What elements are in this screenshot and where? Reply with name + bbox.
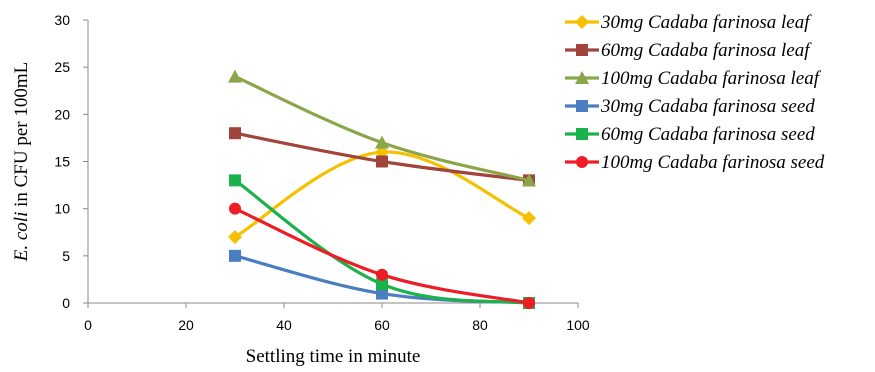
x-axis-title: Settling time in minute — [246, 346, 421, 367]
legend-item-6: 100mg Cadaba farinosa seed — [565, 152, 825, 173]
x-tick-label: 20 — [178, 317, 194, 333]
legend-item-4: 30mg Cadaba farinosa seed — [565, 96, 815, 117]
legend-item-3: 100mg Cadaba farinosa leaf — [565, 68, 822, 89]
legend-label: 60mg Cadaba farinosa seed — [601, 124, 815, 145]
legend-label: 100mg Cadaba farinosa seed — [601, 152, 825, 173]
legend-label: 100mg Cadaba farinosa leaf — [601, 68, 822, 89]
data-point — [229, 127, 241, 140]
data-point — [229, 249, 241, 262]
series-3 — [228, 69, 536, 187]
y-tick-label: 0 — [62, 295, 70, 311]
legend-item-5: 60mg Cadaba farinosa seed — [565, 124, 815, 145]
data-point — [229, 202, 241, 215]
legend-label: 30mg Cadaba farinosa leaf — [600, 12, 812, 33]
legend-marker — [576, 44, 588, 56]
y-tick-label: 15 — [54, 154, 70, 170]
series-layer — [228, 69, 536, 309]
legend-marker — [576, 100, 588, 112]
x-tick-label: 80 — [472, 317, 488, 333]
data-point — [522, 173, 536, 187]
x-tick-label: 0 — [84, 317, 92, 333]
legend-marker — [576, 156, 588, 168]
legend-label: 30mg Cadaba farinosa seed — [600, 96, 815, 117]
legend-marker — [575, 15, 589, 29]
series-6 — [229, 202, 535, 309]
x-tick-label: 100 — [566, 317, 590, 333]
x-tick-label: 60 — [374, 317, 390, 333]
data-point — [228, 229, 242, 244]
axes: 0 20 40 60 80 100 0 5 10 15 20 25 30 — [54, 12, 589, 333]
y-axis-title: E. coli in CFU per 100mL — [11, 62, 32, 263]
legend-marker — [575, 71, 589, 84]
y-tick-label: 30 — [54, 12, 70, 28]
legend-label: 60mg Cadaba farinosa leaf — [601, 40, 812, 61]
y-tick-label: 25 — [54, 59, 70, 75]
y-axis-title-rest: in CFU per 100mL — [11, 62, 32, 212]
data-point — [523, 297, 535, 309]
legend-item-2: 60mg Cadaba farinosa leaf — [565, 40, 812, 61]
data-point — [376, 287, 388, 300]
data-point — [229, 174, 241, 187]
legend-item-1: 30mg Cadaba farinosa leaf — [565, 12, 812, 33]
legend-marker — [576, 128, 588, 140]
data-point — [228, 69, 242, 83]
data-point — [376, 278, 388, 291]
x-tick-label: 40 — [276, 317, 292, 333]
y-tick-label: 5 — [62, 248, 70, 264]
legend: 30mg Cadaba farinosa leaf 60mg Cadaba far… — [565, 12, 825, 173]
data-point — [376, 268, 388, 281]
y-axis-title-italic: E. coli — [11, 212, 32, 263]
y-tick-label: 10 — [54, 201, 70, 217]
data-point — [376, 155, 388, 168]
y-tick-label: 20 — [54, 106, 70, 122]
data-point — [522, 211, 536, 226]
data-point — [375, 135, 389, 149]
